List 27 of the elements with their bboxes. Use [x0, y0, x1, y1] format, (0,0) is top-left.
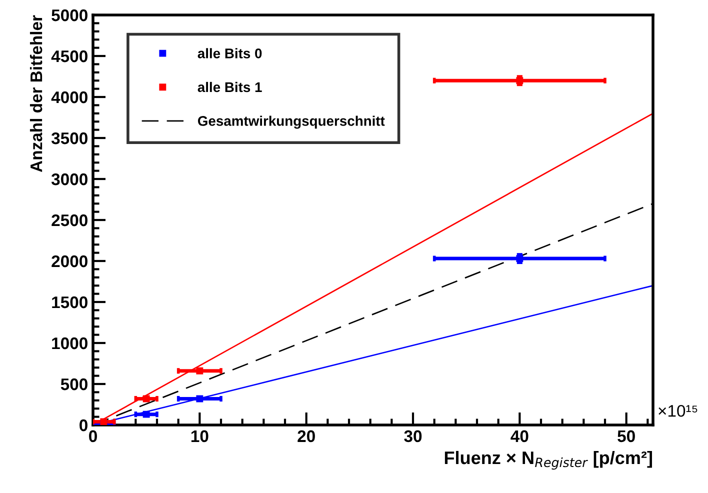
y-tick-label: 4500 — [51, 50, 88, 62]
x-tick-label: 50 — [618, 430, 635, 442]
x-tick-label: 0 — [89, 430, 97, 442]
x-tick-label: 40 — [510, 430, 528, 442]
y-tick-label: 4000 — [51, 91, 88, 104]
point — [142, 395, 150, 402]
y-tick-label: 2500 — [52, 214, 88, 226]
y-tick-label: 500 — [60, 378, 88, 390]
x-axis-title: Fluenz × N$_{Register}$ [p/cm²] — [444, 450, 652, 470]
text: ×10¹⁵ — [658, 404, 698, 417]
y-tick-label: 3000 — [51, 173, 88, 186]
y-tick-label: 1500 — [52, 296, 88, 308]
y-tick-label: 0 — [80, 419, 88, 432]
legend-label: alle Bits 0 — [198, 48, 262, 58]
legend-label: Gesamtwirkungsquerschnitt — [198, 116, 385, 129]
y-axis-title: Anzahl der Bitfehler — [30, 15, 42, 172]
y-tick-label: 3500 — [51, 132, 88, 144]
y-tick-label: 1000 — [52, 337, 88, 350]
point — [196, 367, 204, 374]
y-tick-label: 5000 — [52, 9, 88, 22]
x-tick-label: 30 — [404, 430, 422, 442]
x-tick-label: 10 — [191, 430, 208, 442]
y-tick-label: 2000 — [52, 255, 88, 268]
point — [196, 395, 204, 402]
point — [142, 410, 150, 418]
x-tick-label: 20 — [298, 430, 315, 442]
legend-label: alle Bits 1 — [198, 82, 262, 92]
